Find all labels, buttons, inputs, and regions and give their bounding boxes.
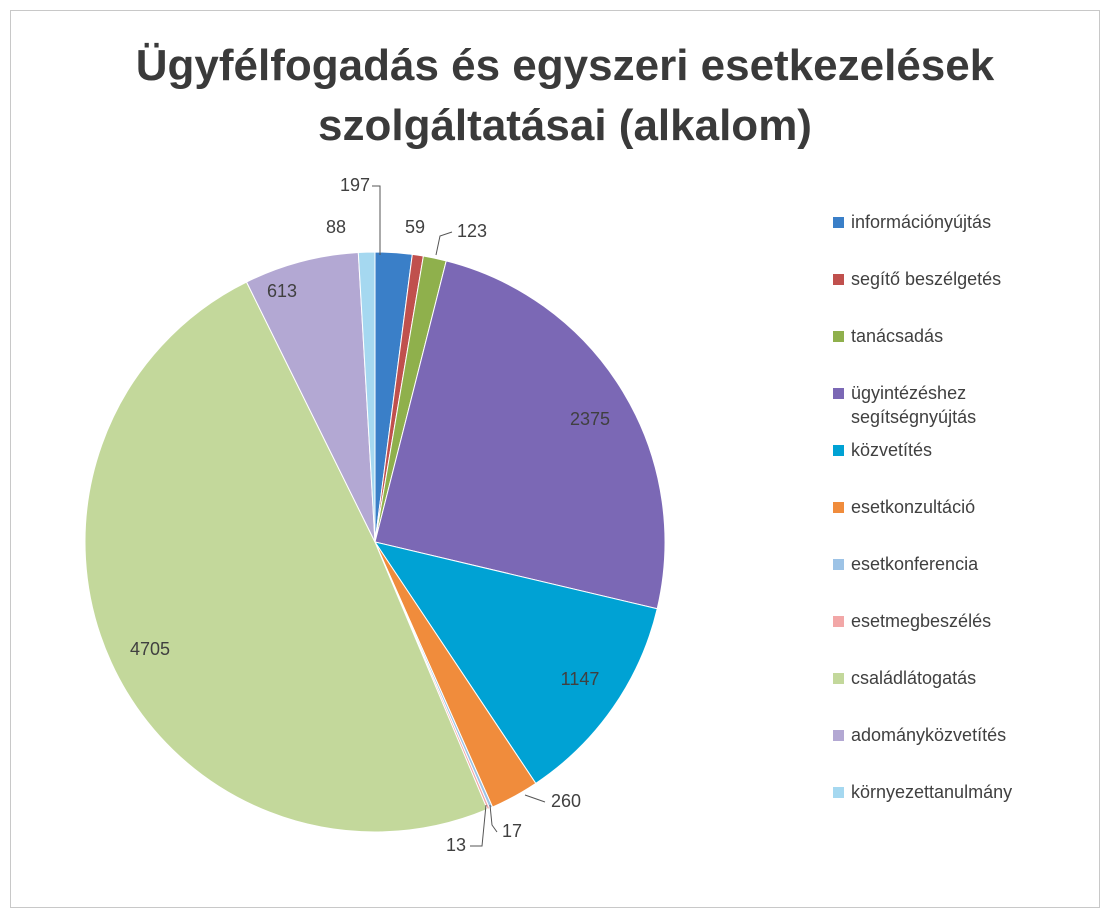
legend-item: adományközvetítés: [833, 723, 1063, 747]
data-label: 260: [551, 791, 581, 811]
legend-label: adományközvetítés: [851, 725, 1007, 745]
data-label: 4705: [130, 639, 170, 659]
legend-label: környezettanulmány: [851, 782, 1013, 802]
chart-frame: [10, 10, 1100, 908]
data-label: 1147: [561, 669, 600, 689]
legend-item: környezettanulmány: [833, 780, 1063, 804]
legend-item: információnyújtás: [833, 210, 1063, 234]
legend-item: ügyintézéshez segítségnyújtás: [833, 381, 1063, 429]
legend-swatch: [833, 445, 844, 456]
legend-label: közvetítés: [851, 440, 933, 460]
legend-item: esetmegbeszélés: [833, 609, 1063, 633]
leader-line: [372, 185, 381, 255]
pie-slice: [357, 251, 376, 543]
chart-title: Ügyfélfogadás és egyszeri esetkezelések …: [135, 41, 995, 150]
legend-swatch: [833, 787, 844, 798]
data-label: 123: [457, 221, 487, 241]
legend-swatch: [833, 217, 844, 228]
legend-item: családlátogatás: [833, 666, 1063, 690]
legend-swatch: [833, 559, 844, 570]
legend-item: tanácsadás: [833, 324, 1063, 348]
legend-swatch: [833, 616, 844, 627]
leader-line: [435, 231, 453, 256]
legend-swatch: [833, 673, 844, 684]
data-label: 613: [267, 281, 297, 301]
leader-line: [524, 794, 546, 803]
legend-swatch: [833, 274, 844, 285]
data-label: 17: [502, 821, 522, 841]
legend-label: ügyintézéshez segítségnyújtás: [851, 383, 977, 427]
data-label: 88: [326, 217, 346, 237]
legend-label: segítő beszélgetés: [851, 269, 1002, 289]
pie-slice: [84, 281, 488, 833]
data-label: 2375: [570, 409, 610, 429]
legend-label: információnyújtás: [851, 212, 992, 232]
legend-label: esetkonferencia: [851, 554, 979, 574]
legend-swatch: [833, 730, 844, 741]
pie-slice: [374, 260, 666, 610]
legend-item: segítő beszélgetés: [833, 267, 1063, 291]
leader-line: [489, 804, 498, 833]
legend-label: családlátogatás: [851, 668, 977, 688]
pie-slice: [373, 541, 658, 785]
pie-slice: [245, 251, 376, 543]
data-label: 13: [446, 835, 466, 855]
legend-swatch: [833, 331, 844, 342]
data-label: 197: [340, 175, 370, 195]
legend-item: esetkonferencia: [833, 552, 1063, 576]
leader-line: [470, 804, 487, 847]
legend-item: közvetítés: [833, 438, 1063, 462]
legend-swatch: [833, 502, 844, 513]
legend-label: tanácsadás: [851, 326, 944, 346]
data-label: 59: [405, 217, 425, 237]
legend-item: esetkonzultáció: [833, 495, 1063, 519]
legend-label: esetmegbeszélés: [851, 611, 992, 631]
legend-label: esetkonzultáció: [851, 497, 976, 517]
legend-swatch: [833, 388, 844, 399]
